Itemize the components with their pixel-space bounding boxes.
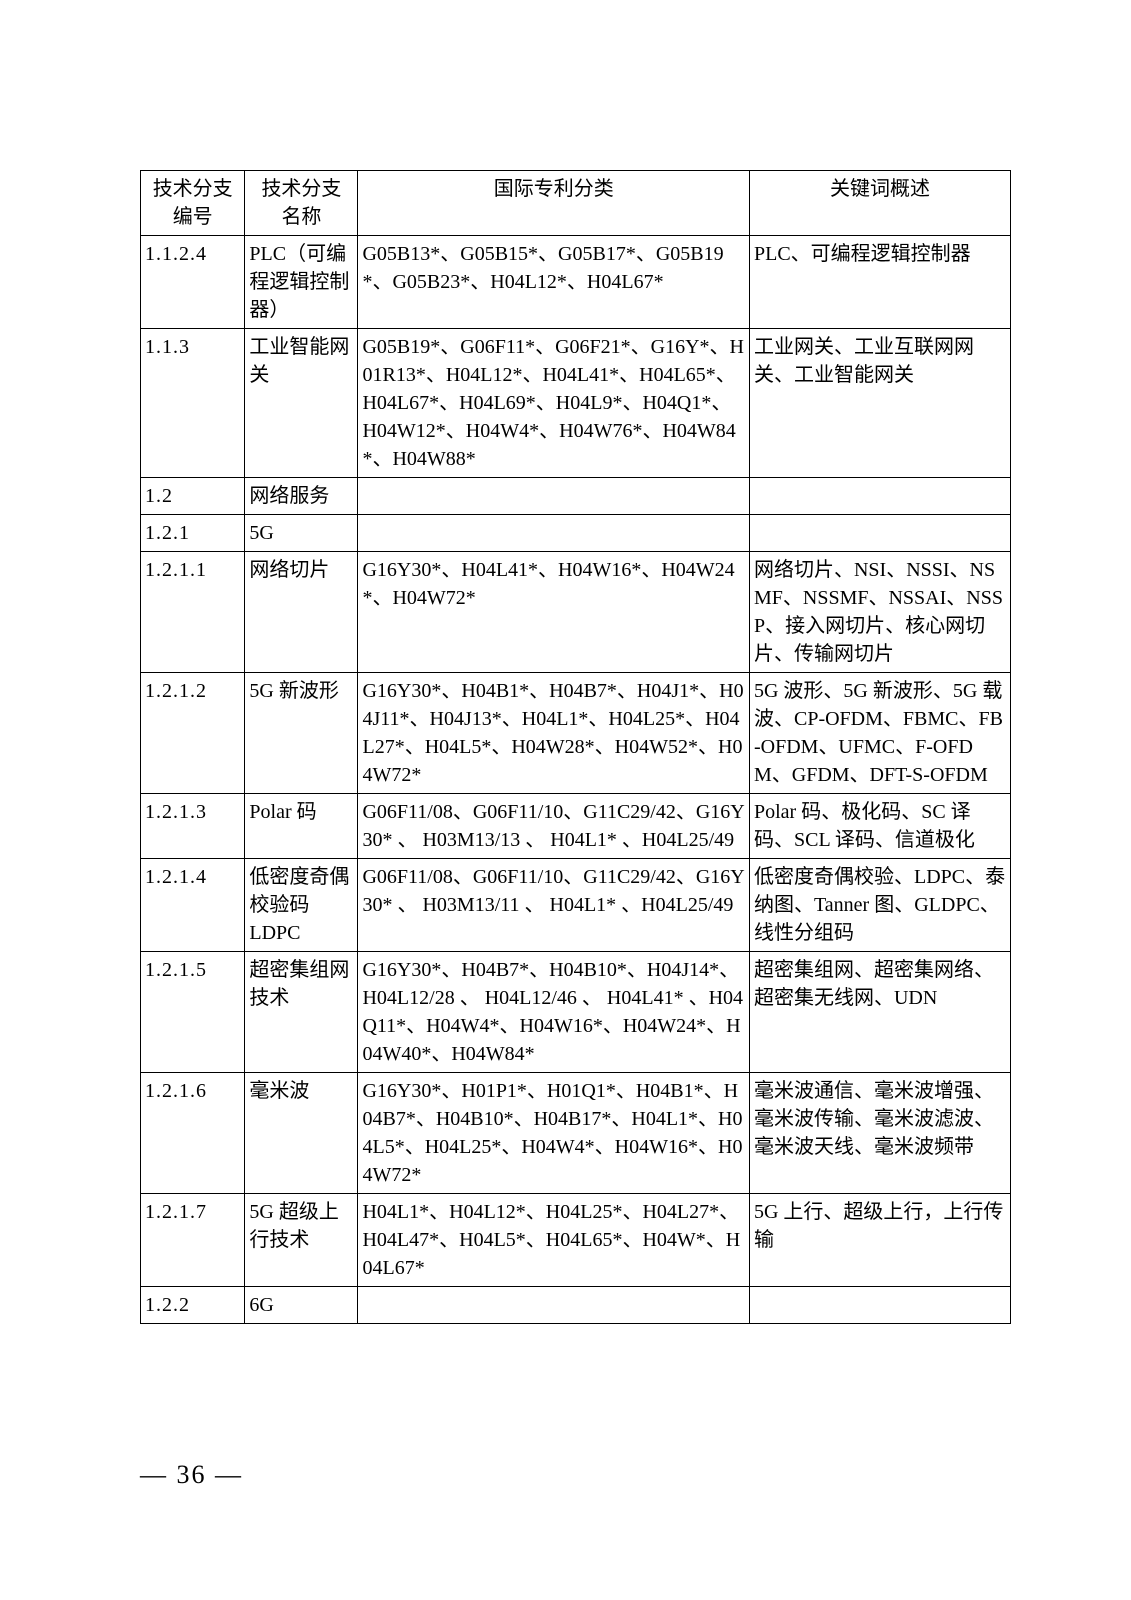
- header-kw: 关键词概述: [749, 171, 1010, 236]
- table-row: 1.2.1.75G 超级上行技术H04L1*、H04L12*、H04L25*、H…: [141, 1194, 1011, 1287]
- classification-table: 技术分支 编号 技术分支 名称 国际专利分类 关键词概述 1.1.2.4PLC（…: [140, 170, 1011, 1324]
- cell-name: 6G: [245, 1287, 358, 1324]
- cell-id: 1.1.2.4: [141, 236, 245, 329]
- cell-kw: 低密度奇偶校验、LDPC、泰纳图、Tanner 图、GLDPC、线性分组码: [749, 859, 1010, 952]
- table-row: 1.2.1.25G 新波形G16Y30*、H04B1*、H04B7*、H04J1…: [141, 673, 1011, 794]
- cell-name: Polar 码: [245, 794, 358, 859]
- cell-kw: 网络切片、NSI、NSSI、NSMF、NSSMF、NSSAI、NSSP、接入网切…: [749, 552, 1010, 673]
- cell-ipc: G16Y30*、H01P1*、H01Q1*、H04B1*、H04B7*、H04B…: [358, 1073, 750, 1194]
- header-name: 技术分支 名称: [245, 171, 358, 236]
- cell-id: 1.2.1.3: [141, 794, 245, 859]
- cell-kw: [749, 1287, 1010, 1324]
- header-ipc: 国际专利分类: [358, 171, 750, 236]
- cell-id: 1.2.1.5: [141, 952, 245, 1073]
- table-body: 1.1.2.4PLC（可编程逻辑控制器）G05B13*、G05B15*、G05B…: [141, 236, 1011, 1324]
- cell-ipc: G05B13*、G05B15*、G05B17*、G05B19*、G05B23*、…: [358, 236, 750, 329]
- cell-name: PLC（可编程逻辑控制器）: [245, 236, 358, 329]
- table-row: 1.2.15G: [141, 515, 1011, 552]
- cell-kw: Polar 码、极化码、SC 译码、SCL 译码、信道极化: [749, 794, 1010, 859]
- cell-ipc: G06F11/08、G06F11/10、G11C29/42、G16Y30* 、 …: [358, 794, 750, 859]
- cell-name: 低密度奇偶校验码LDPC: [245, 859, 358, 952]
- cell-id: 1.2.1.4: [141, 859, 245, 952]
- cell-kw: [749, 478, 1010, 515]
- cell-id: 1.1.3: [141, 329, 245, 478]
- table-row: 1.2.1.4低密度奇偶校验码LDPCG06F11/08、G06F11/10、G…: [141, 859, 1011, 952]
- cell-name: 5G 新波形: [245, 673, 358, 794]
- table-row: 1.2.26G: [141, 1287, 1011, 1324]
- table-row: 1.2.1.6毫米波G16Y30*、H01P1*、H01Q1*、H04B1*、H…: [141, 1073, 1011, 1194]
- cell-ipc: G16Y30*、H04B7*、H04B10*、H04J14*、H04L12/28…: [358, 952, 750, 1073]
- cell-kw: PLC、可编程逻辑控制器: [749, 236, 1010, 329]
- cell-name: 5G 超级上行技术: [245, 1194, 358, 1287]
- table-header-row: 技术分支 编号 技术分支 名称 国际专利分类 关键词概述: [141, 171, 1011, 236]
- cell-id: 1.2.1.7: [141, 1194, 245, 1287]
- cell-ipc: G16Y30*、H04B1*、H04B7*、H04J1*、H04J11*、H04…: [358, 673, 750, 794]
- cell-name: 工业智能网关: [245, 329, 358, 478]
- table-row: 1.2网络服务: [141, 478, 1011, 515]
- cell-ipc: G06F11/08、G06F11/10、G11C29/42、G16Y30* 、 …: [358, 859, 750, 952]
- cell-name: 网络切片: [245, 552, 358, 673]
- cell-id: 1.2: [141, 478, 245, 515]
- cell-ipc: [358, 515, 750, 552]
- cell-name: 超密集组网技术: [245, 952, 358, 1073]
- cell-id: 1.2.1: [141, 515, 245, 552]
- cell-name: 毫米波: [245, 1073, 358, 1194]
- cell-kw: 5G 波形、5G 新波形、5G 载波、CP-OFDM、FBMC、FB-OFDM、…: [749, 673, 1010, 794]
- cell-id: 1.2.1.6: [141, 1073, 245, 1194]
- table-row: 1.2.1.1网络切片G16Y30*、H04L41*、H04W16*、H04W2…: [141, 552, 1011, 673]
- cell-kw: 毫米波通信、毫米波增强、毫米波传输、毫米波滤波、毫米波天线、毫米波频带: [749, 1073, 1010, 1194]
- cell-name: 5G: [245, 515, 358, 552]
- header-id: 技术分支 编号: [141, 171, 245, 236]
- cell-kw: 5G 上行、超级上行，上行传输: [749, 1194, 1010, 1287]
- cell-ipc: [358, 478, 750, 515]
- cell-ipc: H04L1*、H04L12*、H04L25*、H04L27*、H04L47*、H…: [358, 1194, 750, 1287]
- cell-ipc: G05B19*、G06F11*、G06F21*、G16Y*、H01R13*、H0…: [358, 329, 750, 478]
- cell-name: 网络服务: [245, 478, 358, 515]
- table-row: 1.2.1.5超密集组网技术G16Y30*、H04B7*、H04B10*、H04…: [141, 952, 1011, 1073]
- cell-id: 1.2.2: [141, 1287, 245, 1324]
- table-row: 1.1.2.4PLC（可编程逻辑控制器）G05B13*、G05B15*、G05B…: [141, 236, 1011, 329]
- table-row: 1.2.1.3Polar 码G06F11/08、G06F11/10、G11C29…: [141, 794, 1011, 859]
- page-container: 技术分支 编号 技术分支 名称 国际专利分类 关键词概述 1.1.2.4PLC（…: [0, 0, 1131, 1600]
- table-row: 1.1.3工业智能网关G05B19*、G06F11*、G06F21*、G16Y*…: [141, 329, 1011, 478]
- cell-ipc: G16Y30*、H04L41*、H04W16*、H04W24*、H04W72*: [358, 552, 750, 673]
- cell-kw: [749, 515, 1010, 552]
- cell-ipc: [358, 1287, 750, 1324]
- cell-id: 1.2.1.1: [141, 552, 245, 673]
- cell-kw: 工业网关、工业互联网网关、工业智能网关: [749, 329, 1010, 478]
- page-number: — 36 —: [140, 1460, 243, 1490]
- cell-kw: 超密集组网、超密集网络、超密集无线网、UDN: [749, 952, 1010, 1073]
- cell-id: 1.2.1.2: [141, 673, 245, 794]
